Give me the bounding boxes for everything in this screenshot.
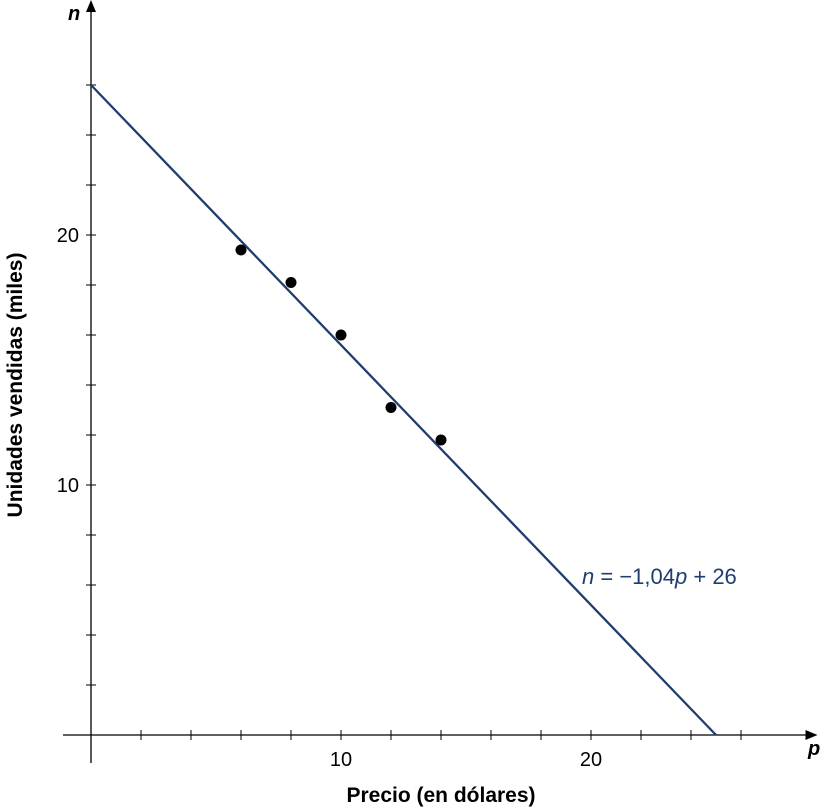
data-point-5 xyxy=(435,434,447,446)
data-point-2 xyxy=(285,277,297,288)
y-tick-label-20: 20 xyxy=(57,225,79,247)
data-point-3 xyxy=(335,329,347,341)
ticks xyxy=(86,84,742,740)
y-axis-title: Unidades vendidas (miles) xyxy=(4,253,27,518)
y-axis-variable: n xyxy=(68,3,80,25)
x-axis-title: Precio (en dólares) xyxy=(346,784,535,807)
y-tick-label-10: 10 xyxy=(57,475,79,497)
data-point-1 xyxy=(235,244,247,256)
x-axis-variable: p xyxy=(807,738,820,760)
data-points xyxy=(235,244,447,446)
axes xyxy=(63,0,818,763)
data-point-4 xyxy=(385,402,397,413)
x-axis-arrow-icon xyxy=(805,730,818,740)
x-tick-label-20: 20 xyxy=(580,749,602,771)
y-axis-arrow-icon xyxy=(86,0,96,12)
fit-line xyxy=(90,84,717,736)
fit-line-group xyxy=(90,84,717,736)
x-tick-label-10: 10 xyxy=(330,749,352,771)
line-equation-label: n = −1,04p + 26 xyxy=(582,564,737,589)
